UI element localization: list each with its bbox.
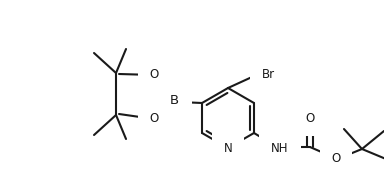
Text: O: O <box>305 112 314 124</box>
Text: O: O <box>149 112 159 126</box>
Text: N: N <box>223 142 232 154</box>
Text: O: O <box>149 69 159 82</box>
Text: Br: Br <box>262 67 275 81</box>
Text: NH: NH <box>271 142 289 154</box>
Text: O: O <box>331 153 341 165</box>
Text: B: B <box>169 94 179 108</box>
